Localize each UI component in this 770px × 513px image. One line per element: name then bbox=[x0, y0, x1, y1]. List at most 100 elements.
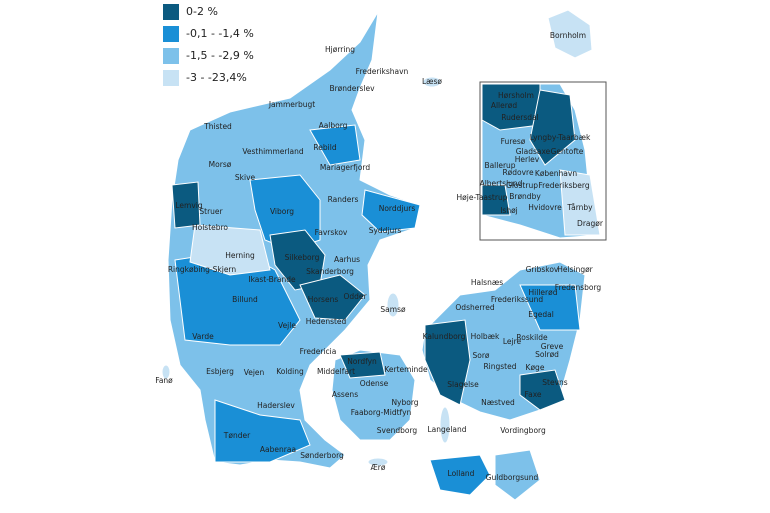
legend-swatch bbox=[163, 70, 179, 86]
municipality-label: Hjørring bbox=[325, 45, 355, 54]
municipality-label: Læsø bbox=[422, 77, 442, 86]
region bbox=[529, 89, 576, 166]
municipality-label: Varde bbox=[192, 332, 214, 341]
municipality-label: Ringsted bbox=[483, 362, 516, 371]
municipality-label: Horsens bbox=[308, 295, 339, 304]
municipality-label: Guldborgsund bbox=[486, 473, 539, 482]
inset-label: Frederiksberg bbox=[538, 181, 589, 190]
municipality-label: Frederikshavn bbox=[356, 67, 409, 76]
inset-label: Høje-Taastrup bbox=[457, 193, 508, 202]
legend: 0-2 % -0,1 - -1,4 % -1,5 - -2,9 % -3 - -23,… bbox=[163, 4, 254, 86]
municipality-label: Lemvig bbox=[175, 201, 202, 210]
region bbox=[361, 189, 421, 233]
municipality-label: Langeland bbox=[427, 425, 466, 434]
municipality-label: Vejen bbox=[244, 368, 265, 377]
region bbox=[171, 181, 201, 229]
municipality-label: Kerteminde bbox=[384, 365, 428, 374]
legend-swatch bbox=[163, 26, 179, 42]
municipality-label: Hillerød bbox=[529, 288, 558, 297]
municipality-label: Struer bbox=[199, 207, 223, 216]
lolland bbox=[429, 454, 491, 496]
municipality-label: Halsnæs bbox=[471, 278, 503, 287]
municipality-label: Odder bbox=[343, 292, 367, 301]
municipality-label: Middelfart bbox=[317, 367, 355, 376]
municipality-label: Norddjurs bbox=[379, 204, 416, 213]
falster bbox=[494, 449, 541, 501]
inset-label: København bbox=[535, 169, 577, 178]
municipality-label: Randers bbox=[328, 195, 359, 204]
municipality-label: Tønder bbox=[223, 431, 251, 440]
inset-label: Rudersdal bbox=[501, 113, 538, 122]
inset-label: Tårnby bbox=[566, 203, 593, 212]
region bbox=[424, 319, 471, 406]
municipality-label: Odense bbox=[360, 379, 389, 388]
municipality-label: Roskilde bbox=[516, 333, 548, 342]
island bbox=[386, 292, 400, 318]
legend-swatch bbox=[163, 4, 179, 20]
municipality-label: Slagelse bbox=[447, 380, 479, 389]
inset-label: Albertslund bbox=[480, 179, 523, 188]
legend-label: 0-2 % bbox=[186, 5, 218, 18]
municipality-label: Skanderborg bbox=[306, 267, 354, 276]
municipality-label: Lolland bbox=[448, 469, 475, 478]
municipality-label: Morsø bbox=[209, 160, 232, 169]
municipality-label: Silkeborg bbox=[285, 253, 320, 262]
municipality-label: Lejre bbox=[503, 337, 522, 346]
region bbox=[519, 284, 581, 331]
region bbox=[339, 351, 386, 379]
municipality-label: Vordingborg bbox=[500, 426, 546, 435]
municipality-label: Frederikssund bbox=[491, 295, 544, 304]
island bbox=[422, 76, 442, 88]
municipality-label: Fredericia bbox=[300, 347, 337, 356]
inset-label: Brøndby bbox=[509, 192, 541, 201]
municipality-label: Viborg bbox=[270, 207, 294, 216]
inset-label: Allerød bbox=[491, 101, 518, 110]
municipality-label: Aabenraa bbox=[260, 445, 296, 454]
municipality-label: Holstebro bbox=[192, 223, 228, 232]
municipality-label: Svendborg bbox=[377, 426, 418, 435]
municipality-label: Helsingør bbox=[557, 265, 593, 274]
region bbox=[481, 83, 541, 131]
municipality-label: Gribskov bbox=[526, 265, 559, 274]
municipality-label: Ikast-Brande bbox=[248, 275, 296, 284]
municipality-label: Odsherred bbox=[455, 303, 494, 312]
municipality-label: Fredensborg bbox=[555, 283, 602, 292]
legend-label: -3 - -23,4% bbox=[186, 71, 247, 84]
municipality-label: Stevns bbox=[542, 378, 568, 387]
region bbox=[559, 169, 601, 236]
region bbox=[214, 399, 311, 463]
municipality-label: Bornholm bbox=[550, 31, 586, 40]
municipality-label: Favrskov bbox=[315, 228, 348, 237]
municipality-label: Ringkøbing-Skjern bbox=[168, 265, 237, 274]
landmass bbox=[161, 9, 593, 501]
municipality-label: Nordfyn bbox=[347, 357, 377, 366]
island bbox=[161, 364, 171, 380]
municipality-label: Faaborg-Midtfyn bbox=[351, 408, 412, 417]
municipality-label: Vesthimmerland bbox=[242, 147, 304, 156]
municipality-label: Vejle bbox=[278, 321, 296, 330]
inset-label: Gentofte bbox=[551, 147, 584, 156]
municipality-label: Brønderslev bbox=[329, 84, 375, 93]
region bbox=[189, 224, 271, 276]
inset-label: Glostrup bbox=[506, 181, 538, 190]
legend-label: -0,1 - -1,4 % bbox=[186, 27, 254, 40]
inset-label: Ballerup bbox=[484, 161, 515, 170]
municipality-label: Sorø bbox=[472, 351, 489, 360]
municipality-label: Aarhus bbox=[334, 255, 360, 264]
island bbox=[439, 406, 451, 444]
municipality-label: Egedal bbox=[528, 310, 554, 319]
inset-label: Gladsaxe bbox=[516, 147, 551, 156]
municipality-label: Solrød bbox=[535, 350, 559, 359]
municipality-label: Kalundborg bbox=[423, 332, 466, 341]
region bbox=[309, 124, 361, 166]
municipality-label: Rebild bbox=[313, 143, 336, 152]
municipality-label: Skive bbox=[235, 173, 256, 182]
municipality-label: Thisted bbox=[203, 122, 232, 131]
inset-label: Dragør bbox=[577, 219, 604, 228]
municipality-label: Samsø bbox=[380, 305, 406, 314]
region bbox=[481, 184, 511, 216]
inset-label: Furesø bbox=[501, 137, 526, 146]
municipality-label: Faxe bbox=[524, 390, 541, 399]
municipality-label: Kolding bbox=[276, 367, 304, 376]
